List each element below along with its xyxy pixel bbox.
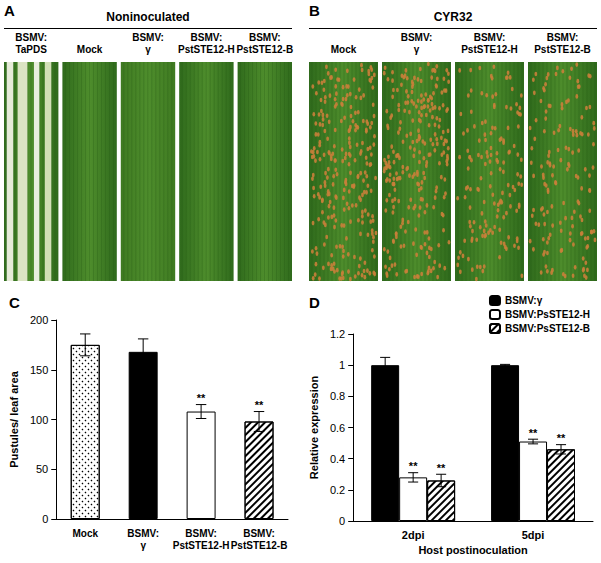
html-text:BSMV:: BSMV: xyxy=(546,32,579,43)
svg-text:BSMV:γ: BSMV:γ xyxy=(505,295,543,306)
svg-text:**: ** xyxy=(557,432,566,444)
svg-text:0.4: 0.4 xyxy=(330,453,345,465)
svg-text:50: 50 xyxy=(36,463,48,475)
html-text:BSMV:: BSMV: xyxy=(249,32,281,43)
svg-text:0: 0 xyxy=(42,513,48,525)
html-text:TaPDS: TaPDS xyxy=(15,44,47,55)
svg-text:5dpi: 5dpi xyxy=(522,529,545,541)
svg-text:0.6: 0.6 xyxy=(330,422,345,434)
svg-text:1: 1 xyxy=(339,359,345,371)
svg-text:BSMV:PsSTE12-B: BSMV:PsSTE12-B xyxy=(505,323,590,334)
svg-text:0: 0 xyxy=(339,515,345,527)
svg-text:**: ** xyxy=(437,462,446,474)
svg-text:2dpi: 2dpi xyxy=(402,529,425,541)
svg-text:PstSTE12-H: PstSTE12-H xyxy=(173,540,230,551)
html-text:PstSTE12-H: PstSTE12-H xyxy=(178,44,235,55)
svg-text:BSMV:PsSTE12-H: BSMV:PsSTE12-H xyxy=(505,309,590,320)
svg-text:Relative expression: Relative expression xyxy=(308,376,320,480)
html-text:PstSTE12-B: PstSTE12-B xyxy=(534,44,591,55)
html-text:CYR32: CYR32 xyxy=(433,10,473,24)
svg-text:150: 150 xyxy=(30,364,48,376)
html-text:BSMV:: BSMV: xyxy=(400,32,433,43)
svg-text:**: ** xyxy=(529,427,538,439)
html-text:Mock: Mock xyxy=(76,44,103,55)
svg-text:Host postinoculation: Host postinoculation xyxy=(418,544,528,556)
svg-text:Pustules/ leaf area: Pustules/ leaf area xyxy=(8,370,20,467)
svg-text:**: ** xyxy=(197,392,206,404)
html-text:A: A xyxy=(4,2,15,19)
svg-text:BSMV:: BSMV: xyxy=(185,528,217,539)
svg-text:**: ** xyxy=(255,399,264,411)
svg-text:200: 200 xyxy=(30,314,48,326)
html-text:BSMV:: BSMV: xyxy=(190,32,223,43)
html-text:B: B xyxy=(309,2,320,19)
html-text:Noninoculated: Noninoculated xyxy=(106,10,190,24)
svg-text:PstSTE12-B: PstSTE12-B xyxy=(231,540,288,551)
svg-text:Mock: Mock xyxy=(72,528,98,539)
svg-text:BSMV:: BSMV: xyxy=(243,528,275,539)
svg-text:**: ** xyxy=(409,460,418,472)
html-text:γ: γ xyxy=(413,44,420,55)
svg-text:C: C xyxy=(9,294,20,311)
html-text:BSMV:: BSMV: xyxy=(15,32,47,43)
svg-text:BSMV:: BSMV: xyxy=(127,528,159,539)
html-text:γ: γ xyxy=(145,44,151,55)
html-text:BSMV:: BSMV: xyxy=(132,32,164,43)
svg-text:100: 100 xyxy=(30,414,48,426)
svg-text:D: D xyxy=(309,294,320,311)
svg-text:0.8: 0.8 xyxy=(330,390,345,402)
html-text:PstSTE12-H: PstSTE12-H xyxy=(461,44,518,55)
html-text:BSMV:: BSMV: xyxy=(473,32,506,43)
svg-text:0.2: 0.2 xyxy=(330,484,345,496)
svg-text:1.2: 1.2 xyxy=(330,328,345,340)
html-text:PstSTE12-B: PstSTE12-B xyxy=(236,44,294,55)
html-text:Mock: Mock xyxy=(330,44,357,55)
svg-text:γ: γ xyxy=(140,540,146,551)
